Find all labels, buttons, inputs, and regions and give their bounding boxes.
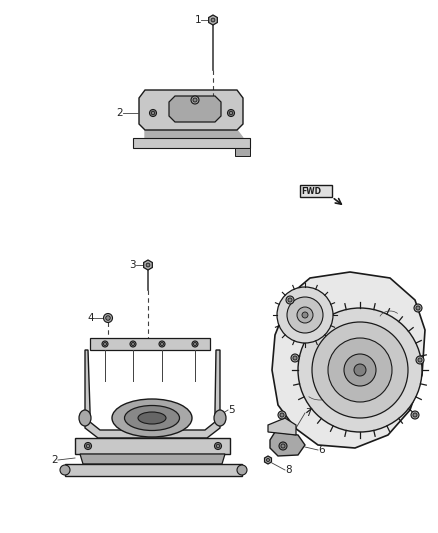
Circle shape (291, 354, 299, 362)
Circle shape (297, 307, 313, 323)
Circle shape (280, 413, 284, 417)
Circle shape (266, 458, 269, 462)
Ellipse shape (112, 399, 192, 437)
Circle shape (277, 287, 333, 343)
Text: 2: 2 (51, 455, 58, 465)
Circle shape (191, 96, 199, 104)
Circle shape (416, 356, 424, 364)
Circle shape (312, 322, 408, 418)
Circle shape (278, 411, 286, 419)
Circle shape (293, 356, 297, 360)
Ellipse shape (124, 406, 180, 431)
Polygon shape (145, 130, 243, 138)
Circle shape (411, 411, 419, 419)
Text: 7: 7 (305, 408, 311, 418)
Circle shape (344, 354, 376, 386)
Circle shape (151, 111, 155, 115)
Polygon shape (139, 90, 243, 130)
Polygon shape (265, 456, 272, 464)
Circle shape (103, 343, 106, 345)
Text: 5: 5 (228, 405, 235, 415)
Polygon shape (144, 260, 152, 270)
Text: 1: 1 (194, 15, 201, 25)
Circle shape (130, 341, 136, 347)
Circle shape (85, 442, 92, 449)
Circle shape (414, 304, 422, 312)
Polygon shape (268, 418, 296, 435)
Circle shape (302, 312, 308, 318)
Polygon shape (169, 96, 221, 122)
Circle shape (102, 341, 108, 347)
Ellipse shape (79, 410, 91, 426)
Circle shape (288, 298, 292, 302)
Text: 3: 3 (129, 260, 136, 270)
Circle shape (86, 444, 90, 448)
Polygon shape (300, 185, 332, 197)
Circle shape (106, 316, 110, 320)
Circle shape (215, 442, 222, 449)
Circle shape (131, 343, 134, 345)
Circle shape (146, 263, 150, 267)
Circle shape (149, 109, 156, 117)
Circle shape (354, 364, 366, 376)
Ellipse shape (138, 412, 166, 424)
Text: FWD: FWD (301, 187, 321, 196)
Circle shape (229, 111, 233, 115)
Polygon shape (75, 438, 230, 454)
Polygon shape (65, 464, 242, 476)
Ellipse shape (60, 465, 70, 475)
Circle shape (286, 296, 294, 304)
Text: 4: 4 (87, 313, 94, 323)
Polygon shape (80, 454, 225, 464)
Circle shape (216, 444, 220, 448)
Circle shape (160, 343, 163, 345)
Circle shape (159, 341, 165, 347)
Circle shape (211, 18, 215, 22)
Circle shape (193, 98, 197, 102)
Circle shape (227, 109, 234, 117)
Polygon shape (90, 338, 210, 350)
Circle shape (103, 313, 113, 322)
Text: 6: 6 (318, 445, 325, 455)
Circle shape (194, 343, 197, 345)
Circle shape (281, 444, 285, 448)
Ellipse shape (237, 465, 247, 475)
Circle shape (279, 442, 287, 450)
Circle shape (413, 413, 417, 417)
Polygon shape (208, 15, 217, 25)
Circle shape (192, 341, 198, 347)
Circle shape (328, 338, 392, 402)
Polygon shape (235, 148, 250, 156)
Circle shape (298, 308, 422, 432)
Polygon shape (270, 432, 305, 456)
Circle shape (416, 306, 420, 310)
Polygon shape (85, 350, 220, 438)
Ellipse shape (214, 410, 226, 426)
Polygon shape (272, 272, 425, 448)
Polygon shape (133, 138, 250, 148)
Text: 8: 8 (285, 465, 292, 475)
Text: 2: 2 (117, 108, 123, 118)
Circle shape (418, 358, 422, 362)
Circle shape (287, 297, 323, 333)
